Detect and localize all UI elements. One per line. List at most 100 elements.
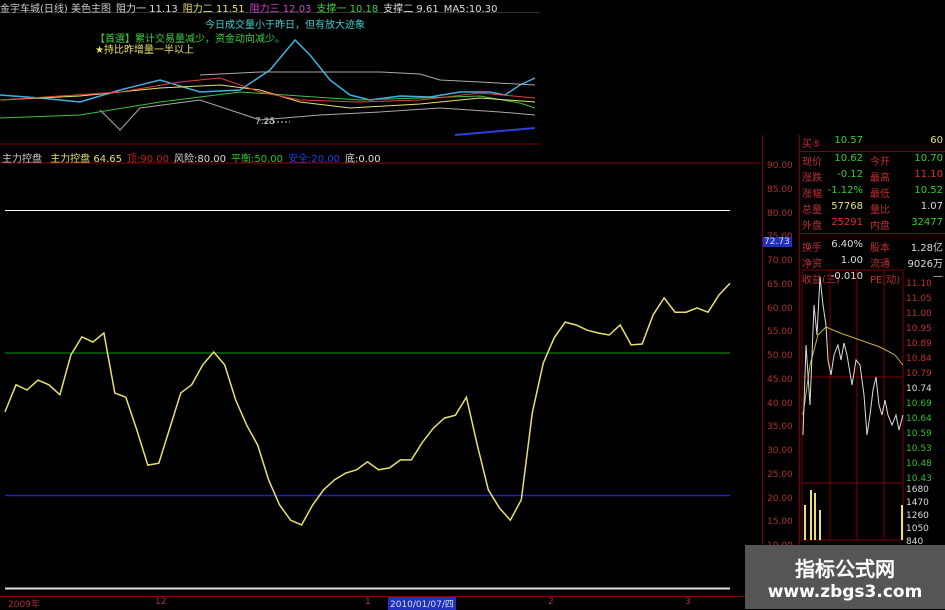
x-tick-label: 2009年	[8, 600, 40, 610]
header-item: 阻力二 11.51	[182, 4, 245, 15]
indicator-label: 顶:90.00	[127, 154, 169, 165]
quote-value: 10.57	[834, 135, 863, 146]
indicator-label: 主力控盘 64.65	[50, 154, 122, 165]
quote-value: -0.010	[830, 271, 863, 282]
quote-value: 10.70	[914, 153, 943, 164]
intraday-price-tick: 11.10	[906, 279, 932, 289]
indicator-label: 底:0.00	[345, 154, 381, 165]
quote-value: 57768	[831, 201, 863, 212]
indicator-chart[interactable]	[0, 160, 760, 590]
quote-value: 60	[930, 135, 943, 146]
quote-value: -1.12%	[827, 185, 863, 196]
header-item: 阻力一 11.13	[115, 4, 178, 15]
x-tick-label: 2	[548, 597, 554, 607]
y-tick-label: 80.00	[767, 208, 793, 219]
note-primary: 【首選】累计交易量减少，资金动向减少。	[95, 34, 285, 45]
quote-value: 11.10	[914, 169, 943, 180]
volume-tick: 840	[906, 537, 924, 547]
quote-divider	[799, 135, 800, 609]
quote-label: PE(动)	[870, 275, 901, 286]
y-tick-label: 30.00	[767, 446, 793, 456]
quote-value: 10.52	[914, 185, 943, 196]
x-axis: 2009年 12 1 2 3 2010/01/07/四	[0, 596, 760, 610]
quote-label: 现价	[802, 157, 822, 168]
quote-row: 买⑤ 10.57 60	[800, 135, 945, 152]
volume-tick: 1260	[906, 511, 929, 521]
quote-label: 净资	[802, 259, 822, 270]
y-tick-label: 60.00	[767, 303, 793, 314]
main-chart-header: 金宇车城(日线) 美色主图 阻力一 11.13 阻力二 11.51 阻力三 12.03…	[0, 0, 540, 15]
quote-row: 总量 57768 量比 1.07	[800, 201, 945, 217]
quote-label: 换手	[802, 243, 822, 254]
quote-label: 内盘	[870, 221, 890, 232]
y-tick-label: 90.00	[767, 161, 793, 171]
y-tick-label: 40.00	[767, 398, 793, 409]
blue-trend-line	[454, 127, 536, 136]
current-value-marker: 72.73	[762, 237, 792, 247]
header-item: 支撑二 9.61	[383, 4, 439, 15]
quote-value: 9026万	[907, 259, 943, 270]
intraday-price-tick: 10.69	[906, 399, 932, 409]
quote-row: 换手 6.40% 股本 1.28亿	[800, 239, 945, 255]
quote-value: —	[933, 271, 943, 282]
volume-tick: 1050	[906, 524, 929, 534]
quote-value: 6.40%	[831, 239, 863, 250]
quote-label: 量比	[870, 205, 890, 216]
intraday-price-tick: 10.84	[906, 354, 932, 364]
intraday-price-tick: 10.43	[906, 474, 932, 484]
cursor-date-label: 2010/01/07/四	[388, 597, 456, 610]
quote-value: 25291	[831, 217, 863, 228]
indicator-header: 主力控盘 主力控盘 64.65 顶:90.00 风险:80.00 平衡:50.00 安全…	[2, 150, 386, 165]
ma-cyan-line	[0, 38, 536, 103]
x-tick-label: 1	[365, 597, 371, 607]
axis-divider	[762, 135, 763, 609]
watermark-url: www.zbgs3.com	[767, 582, 923, 602]
quote-label: 买⑤	[802, 139, 821, 150]
y-tick-label: 15.00	[767, 517, 793, 528]
indicator-name: 主力控盘	[2, 154, 42, 165]
note-star: ★持比昨增量一半以上	[95, 45, 194, 56]
intraday-price-tick: 10.79	[906, 369, 932, 379]
header-item: 金宇车城(日线) 美色主图	[0, 4, 111, 15]
intraday-price-tick: 10.95	[906, 324, 932, 334]
quote-value: 32477	[911, 217, 943, 228]
candlestick-chart[interactable]	[0, 0, 540, 145]
y-tick-label: 25.00	[767, 469, 793, 480]
y-tick-label: 50.00	[767, 351, 793, 361]
quote-label: 最低	[870, 189, 890, 200]
ma-red-line	[0, 77, 536, 103]
y-tick-label: 65.00	[767, 279, 793, 290]
quote-row: 涨跌 -0.12 最高 11.10	[800, 169, 945, 185]
band-lower-line	[99, 99, 536, 131]
header-item: 阻力三 12.03	[249, 4, 312, 15]
quote-label: 涨跌	[802, 173, 822, 184]
y-tick-label: 35.00	[767, 422, 793, 433]
quote-row: 净资 1.00 流通 9026万	[800, 255, 945, 271]
quote-value: 10.62	[834, 153, 863, 164]
intraday-price-tick: 10.64	[906, 414, 932, 424]
x-tick-label: 3	[685, 597, 691, 607]
y-tick-label: 85.00	[767, 184, 793, 195]
watermark-title: 指标公式网	[795, 557, 895, 581]
intraday-price-tick: 10.53	[906, 444, 932, 454]
intraday-price-tick: 10.74	[906, 384, 932, 394]
main-control-line	[4, 282, 731, 526]
quote-value: 1.00	[840, 255, 863, 266]
intraday-price-tick: 10.59	[906, 429, 932, 439]
quote-row: 涨幅 -1.12% 最低 10.52	[800, 185, 945, 201]
header-item: MA5:10.30	[443, 4, 498, 15]
quote-label: 收益(三)	[802, 275, 840, 286]
quote-value: -0.12	[837, 169, 863, 180]
quote-row: 外盘 25291 内盘 32477	[800, 217, 945, 234]
y-tick-label: 55.00	[767, 327, 793, 338]
quote-label: 总量	[802, 205, 822, 216]
intraday-price-tick: 10.89	[906, 339, 932, 349]
quote-label: 涨幅	[802, 189, 822, 200]
header-item: 支撑一 10.18	[316, 4, 379, 15]
divider	[800, 233, 945, 234]
watermark: 指标公式网 www.zbgs3.com	[745, 545, 945, 609]
intraday-chart[interactable]	[800, 265, 905, 545]
divider	[800, 151, 945, 152]
x-tick-label: 12	[155, 597, 167, 607]
band-upper-line	[199, 71, 536, 86]
